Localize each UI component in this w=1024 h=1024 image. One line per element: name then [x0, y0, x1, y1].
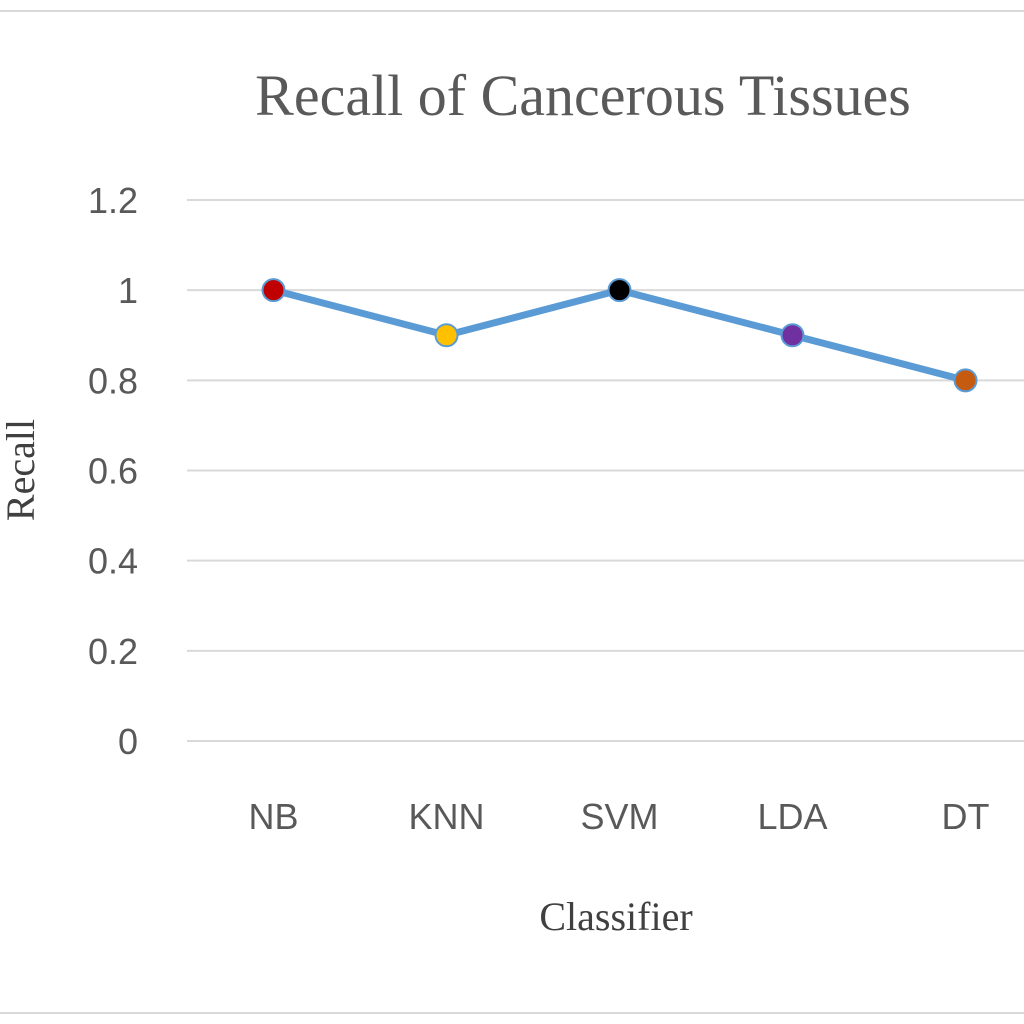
series-line — [270, 286, 969, 384]
y-axis-title: Recall — [0, 419, 43, 521]
y-axis-ticks: 0 0.2 0.4 0.6 0.8 1 1.2 — [88, 180, 138, 762]
y-tick-label: 1.2 — [88, 180, 138, 221]
x-axis-ticks: NB KNN SVM LDA DT — [248, 796, 989, 837]
data-point-dt — [953, 368, 978, 393]
x-tick-label: LDA — [757, 796, 827, 837]
y-tick-label: 0 — [118, 721, 138, 762]
chart-title: Recall of Cancerous Tissues — [255, 63, 911, 128]
x-tick-label: SVM — [580, 796, 658, 837]
data-point-knn — [434, 323, 459, 348]
y-tick-label: 1 — [118, 270, 138, 311]
series — [261, 278, 978, 393]
data-point-svm — [607, 278, 632, 303]
x-axis-title: Classifier — [539, 894, 692, 939]
x-tick-label: NB — [248, 796, 298, 837]
gridlines — [187, 199, 1024, 742]
x-tick-label: DT — [942, 796, 990, 837]
x-tick-label: KNN — [408, 796, 484, 837]
y-tick-label: 0.8 — [88, 360, 138, 401]
data-point-nb — [261, 278, 286, 303]
chart-frame — [0, 10, 1024, 1014]
y-tick-label: 0.2 — [88, 631, 138, 672]
data-point-lda — [780, 323, 805, 348]
y-tick-label: 0.6 — [88, 451, 138, 492]
y-tick-label: 0.4 — [88, 541, 138, 582]
